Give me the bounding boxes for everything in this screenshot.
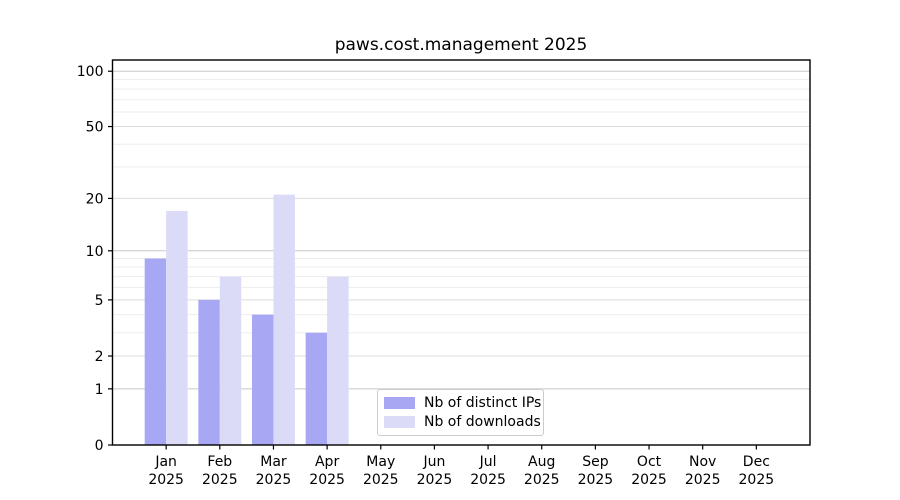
- legend-swatch-downloads: [384, 416, 415, 429]
- x-tick-label-year: 2025: [631, 472, 667, 488]
- x-tick-label-year: 2025: [202, 472, 238, 488]
- bar-downloads-feb: [219, 276, 242, 445]
- x-tick-label-year: 2025: [309, 472, 345, 488]
- x-tick-label-year: 2025: [363, 472, 399, 488]
- legend-swatch-distinct-ips: [384, 396, 415, 409]
- x-tick-label-month: Mar: [260, 454, 287, 470]
- bar-distinct-ips-mar: [252, 314, 274, 445]
- bar-distinct-ips-apr: [305, 332, 328, 445]
- legend-label-downloads: Nb of downloads: [424, 414, 541, 431]
- x-tick-label-year: 2025: [148, 472, 184, 488]
- y-tick-label: 50: [86, 120, 104, 136]
- legend-label-distinct-ips: Nb of distinct IPs: [424, 394, 542, 411]
- x-tick-label-month: Oct: [637, 454, 662, 470]
- x-tick-label-month: Feb: [207, 454, 232, 470]
- x-tick-label-month: Apr: [315, 454, 339, 470]
- chart-title: paws.cost.management 2025: [334, 35, 588, 55]
- x-tick-label-month: Nov: [689, 454, 716, 470]
- x-tick-label-year: 2025: [256, 472, 292, 488]
- x-tick-label-year: 2025: [685, 472, 721, 488]
- bar-distinct-ips-feb: [198, 299, 220, 445]
- axes-frame: [111, 59, 811, 446]
- y-tick-label: 2: [95, 349, 104, 365]
- legend-item-distinct-ips: Nb of distinct IPs: [384, 394, 541, 412]
- x-tick-label-year: 2025: [470, 472, 506, 488]
- x-tick-label-month: Jun: [422, 454, 445, 470]
- y-tick-label: 5: [95, 293, 104, 309]
- bar-distinct-ips-jan: [144, 258, 167, 445]
- legend: Nb of distinct IPs Nb of downloads: [377, 389, 544, 436]
- x-tick-label-month: Dec: [743, 454, 770, 470]
- x-tick-label-month: Jul: [479, 454, 497, 470]
- legend-item-downloads: Nb of downloads: [384, 413, 541, 431]
- y-tick-label: 1: [95, 382, 104, 398]
- bar-downloads-mar: [273, 194, 295, 445]
- y-tick-label: 10: [86, 244, 104, 260]
- x-tick-label-year: 2025: [417, 472, 453, 488]
- x-tick-label-month: Aug: [528, 454, 555, 470]
- bar-downloads-apr: [327, 276, 349, 445]
- y-tick-label: 100: [77, 64, 104, 80]
- x-tick-label-year: 2025: [578, 472, 614, 488]
- x-tick-label-year: 2025: [524, 472, 560, 488]
- bar-downloads-jan: [166, 210, 188, 445]
- y-tick-label: 0: [95, 438, 104, 454]
- y-tick-label: 20: [86, 191, 104, 207]
- x-tick-label-month: May: [366, 454, 395, 470]
- x-tick-label-year: 2025: [739, 472, 775, 488]
- x-tick-label-month: Jan: [154, 454, 177, 470]
- x-tick-label-month: Sep: [582, 454, 609, 470]
